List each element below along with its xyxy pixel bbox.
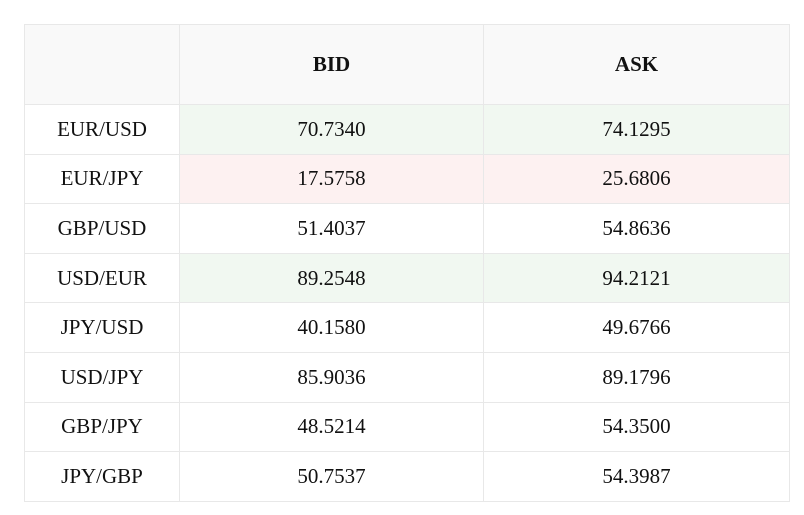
table-row: USD/JPY 85.9036 89.1796 bbox=[24, 351, 790, 403]
ask-cell: 54.3500 bbox=[483, 401, 790, 453]
header-pair bbox=[24, 24, 180, 105]
ask-cell: 49.6766 bbox=[483, 302, 790, 353]
bid-cell: 85.9036 bbox=[179, 351, 484, 403]
table-row: GBP/USD 51.4037 54.8636 bbox=[24, 203, 790, 254]
header-ask: ASK bbox=[483, 24, 790, 105]
ask-cell: 94.2121 bbox=[483, 252, 790, 304]
table-row: USD/EUR 89.2548 94.2121 bbox=[24, 252, 790, 304]
pair-cell: GBP/USD bbox=[24, 203, 180, 254]
pair-cell: GBP/JPY bbox=[24, 401, 180, 453]
ask-cell: 25.6806 bbox=[483, 153, 790, 205]
table-row: JPY/GBP 50.7537 54.3987 bbox=[24, 451, 790, 502]
bid-cell: 51.4037 bbox=[179, 203, 484, 254]
table-row: GBP/JPY 48.5214 54.3500 bbox=[24, 401, 790, 453]
bid-cell: 40.1580 bbox=[179, 302, 484, 353]
pair-cell: EUR/USD bbox=[24, 104, 180, 155]
bid-cell: 89.2548 bbox=[179, 252, 484, 304]
ask-cell: 54.3987 bbox=[483, 451, 790, 502]
currency-rates-table: BID ASK EUR/USD 70.7340 74.1295 EUR/JPY … bbox=[24, 24, 790, 502]
bid-cell: 17.5758 bbox=[179, 153, 484, 205]
pair-cell: JPY/GBP bbox=[24, 451, 180, 502]
table-header: BID ASK bbox=[24, 24, 790, 105]
table-row: EUR/USD 70.7340 74.1295 bbox=[24, 104, 790, 155]
ask-cell: 74.1295 bbox=[483, 104, 790, 155]
ask-cell: 54.8636 bbox=[483, 203, 790, 254]
pair-cell: USD/JPY bbox=[24, 351, 180, 403]
table-row: EUR/JPY 17.5758 25.6806 bbox=[24, 153, 790, 205]
bid-cell: 48.5214 bbox=[179, 401, 484, 453]
table-row: JPY/USD 40.1580 49.6766 bbox=[24, 302, 790, 353]
bid-cell: 50.7537 bbox=[179, 451, 484, 502]
pair-cell: JPY/USD bbox=[24, 302, 180, 353]
ask-cell: 89.1796 bbox=[483, 351, 790, 403]
pair-cell: EUR/JPY bbox=[24, 153, 180, 205]
table-body: EUR/USD 70.7340 74.1295 EUR/JPY 17.5758 … bbox=[24, 104, 790, 502]
bid-cell: 70.7340 bbox=[179, 104, 484, 155]
pair-cell: USD/EUR bbox=[24, 252, 180, 304]
header-bid: BID bbox=[179, 24, 484, 105]
header-row: BID ASK bbox=[24, 24, 790, 105]
